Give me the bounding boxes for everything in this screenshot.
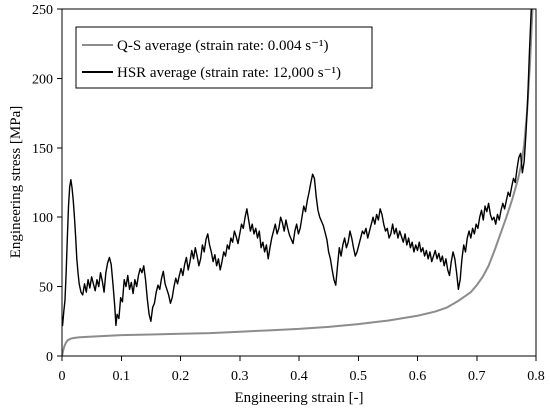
- x-axis: 0 0.1 0.2 0.3 0.4 0.5 0.6 0.7 0.8: [59, 356, 545, 384]
- x-tick-label: 0.5: [350, 369, 368, 384]
- y-tick-label: 0: [46, 350, 53, 365]
- y-tick-label: 200: [32, 72, 53, 87]
- x-tick-label: 0: [59, 369, 66, 384]
- series-line-hsr: [62, 9, 532, 327]
- x-tick-label: 0.4: [290, 369, 308, 384]
- plot-area: [62, 9, 534, 356]
- legend-label-q-s: Q-S average (strain rate: 0.004 s⁻¹): [117, 38, 329, 54]
- y-axis: 0 50 100 150 200 250: [32, 3, 62, 365]
- x-tick-label: 0.1: [113, 369, 131, 384]
- y-tick-label: 150: [32, 142, 53, 157]
- y-tick-label: 50: [39, 281, 53, 296]
- series-line-q-s: [62, 9, 534, 356]
- y-axis-title: Engineering stress [MPa]: [8, 106, 24, 258]
- y-tick-label: 250: [32, 3, 53, 18]
- x-tick-label: 0.2: [172, 369, 190, 384]
- x-tick-label: 0.3: [231, 369, 249, 384]
- x-tick-label: 0.6: [409, 369, 427, 384]
- y-tick-label: 100: [32, 211, 53, 226]
- legend: Q-S average (strain rate: 0.004 s⁻¹) HSR…: [75, 26, 373, 89]
- x-tick-label: 0.7: [468, 369, 486, 384]
- x-tick-label: 0.8: [527, 369, 545, 384]
- x-axis-title: Engineering strain [-]: [234, 390, 363, 406]
- legend-label-hsr: HSR average (strain rate: 12,000 s⁻¹): [117, 65, 341, 81]
- legend-box: [75, 26, 373, 89]
